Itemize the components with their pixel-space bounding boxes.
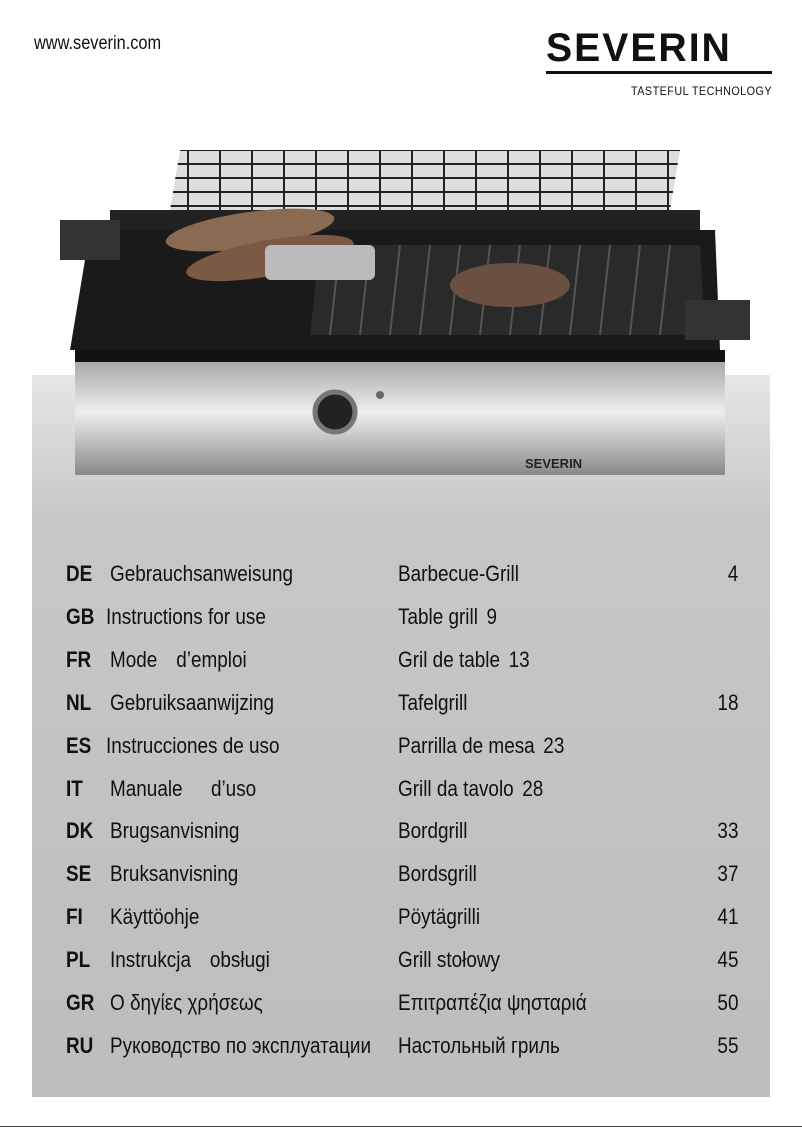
contents-row-ru: RU Руководство по эксплуатации Настольный … (66, 1033, 738, 1063)
product-title: Gril de table 13 (398, 647, 530, 673)
manual-type: Instructions for use (106, 603, 266, 629)
product-title: Настольный гриль (398, 1032, 560, 1058)
brand-name: SEVERIN (546, 26, 732, 70)
language-code: FI (66, 904, 83, 930)
title-text: Parrilla de mesa (398, 732, 535, 758)
language-code: GB (66, 603, 95, 629)
page-number: 55 (716, 1032, 738, 1058)
page-number: 33 (716, 818, 738, 844)
language-code: ES (66, 732, 92, 758)
product-title: Επιτραπέζια ψησταριά (398, 990, 587, 1015)
page-number: 37 (716, 861, 738, 887)
brand-tagline: TASTEFUL TECHNOLOGY (631, 84, 772, 98)
product-title: Barbecue-Grill (398, 561, 519, 586)
product-title: Pöytägrilli (398, 904, 481, 930)
manual-type: Brugsanvisning (110, 818, 240, 844)
language-code: DE (66, 561, 93, 586)
page-number: 13 (508, 646, 530, 672)
website-url: www.severin.com (34, 33, 162, 54)
contents-row-gr: GR Ο δηγίες χρήσεως Επιτραπέζια ψησταριά 50 (66, 990, 738, 1020)
language-code: GR (66, 990, 95, 1015)
logo-rule (546, 71, 772, 74)
language-code: FR (66, 646, 92, 672)
page-number: 18 (716, 689, 738, 715)
contents-row-gb: GB Instructions for use Table grill 9 (66, 604, 738, 634)
page-number: 4 (727, 561, 738, 586)
page-number: 28 (522, 775, 544, 801)
manual-type: Manuale d’uso (110, 775, 257, 801)
contents-row-es: ES Instrucciones de uso Parrilla de mesa 23 (66, 733, 738, 763)
contents-row-nl: NL Gebruiksaanwijzing Tafelgrill 18 (66, 690, 738, 720)
contents-row-se: SE Bruksanvisning Bordsgrill 37 (66, 861, 738, 891)
product-title: Grill da tavolo 28 (398, 776, 543, 802)
page-number: 23 (543, 732, 565, 758)
product-title: Parrilla de mesa 23 (398, 733, 564, 759)
manual-type: Instrukcja obsługi (110, 947, 270, 973)
contents-row-de: DE Gebrauchsanweisung Barbecue-Grill 4 (66, 561, 738, 591)
contents-row-fi: FI Käyttöohje Pöytägrilli 41 (66, 904, 738, 934)
manual-type: Mode d’emploi (110, 646, 247, 672)
product-title: Bordgrill (398, 818, 468, 844)
manual-type: Käyttöohje (110, 904, 200, 930)
severin-logo: SEVERIN TASTEFUL TECHNOLOGY (546, 28, 772, 98)
language-code: RU (66, 1032, 94, 1058)
contents-row-it: IT Manuale d’uso Grill da tavolo 28 (66, 776, 738, 806)
page-number: 41 (716, 904, 738, 930)
product-title: Bordsgrill (398, 861, 477, 887)
language-code: IT (66, 775, 83, 801)
contents-row-dk: DK Brugsanvisning Bordgrill 33 (66, 818, 738, 848)
product-title: Table grill 9 (398, 604, 497, 630)
language-code: SE (66, 861, 92, 887)
language-code: DK (66, 818, 94, 844)
contents-row-pl: PL Instrukcja obsługi Grill stołowy 45 (66, 947, 738, 977)
manual-type: Gebruiksaanwijzing (110, 689, 275, 715)
product-title: Tafelgrill (398, 689, 468, 715)
language-code: PL (66, 947, 91, 973)
manual-type: Bruksanvisning (110, 861, 239, 887)
page-bottom-rule (0, 1126, 802, 1127)
product-title: Grill stołowy (398, 947, 500, 973)
manual-type: Руководство по эксплуатации (110, 1032, 372, 1058)
contents-panel (32, 375, 770, 1097)
product-photo-grill: SEVERIN (60, 150, 750, 475)
manual-type: Ο δηγίες χρήσεως (110, 990, 263, 1015)
manual-type: Gebrauchsanweisung (110, 561, 294, 586)
page-number: 45 (716, 947, 738, 973)
page-number: 9 (486, 603, 498, 629)
title-text: Table grill (398, 603, 478, 629)
title-text: Grill da tavolo (398, 775, 514, 801)
grill-brand-label: SEVERIN (525, 456, 582, 471)
language-code: NL (66, 689, 92, 715)
manual-type: Instrucciones de uso (106, 732, 280, 758)
page-number: 50 (716, 990, 738, 1015)
title-text: Gril de table (398, 646, 501, 672)
contents-row-fr: FR Mode d’emploi Gril de table 13 (66, 647, 738, 677)
